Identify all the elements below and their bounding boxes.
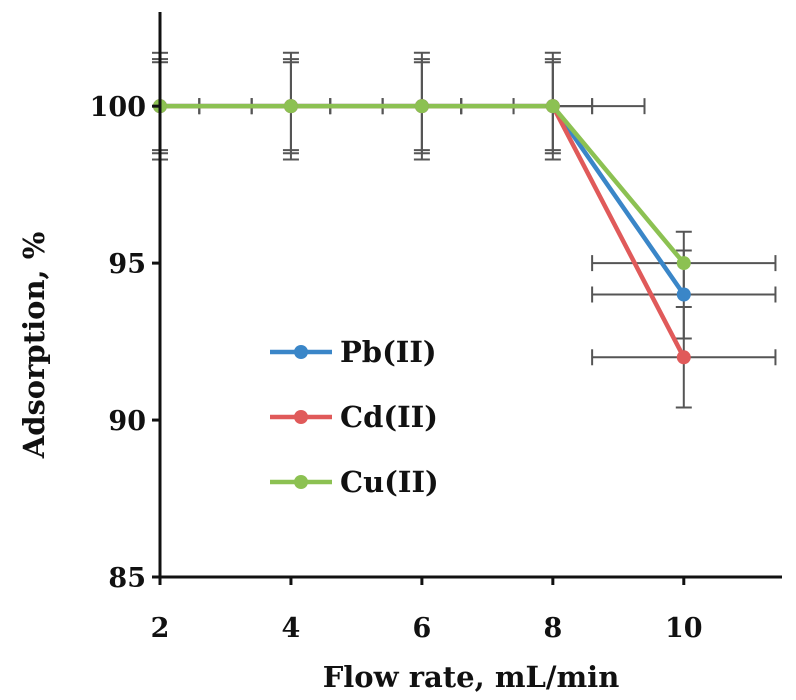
cd-ii-point-10: [676, 350, 691, 365]
cu-ii-point-10: [676, 256, 691, 271]
legend-item-pb-ii: Pb(II): [270, 335, 437, 369]
ticks-layer: 85 90 95 100 2 4 6 8 10: [90, 92, 703, 644]
y-tick-label-90: 90: [108, 406, 146, 437]
legend: Pb(II) Cd(II) Cu(II): [270, 335, 439, 499]
x-tick-label-8: 8: [543, 613, 562, 644]
cu-ii-point-4: [283, 99, 298, 114]
y-axis-title: Adsorption, %: [17, 232, 51, 460]
x-tick-label-10: 10: [665, 613, 703, 644]
legend-label-pb-ii: Pb(II): [340, 335, 437, 369]
cu-ii-point-8: [545, 99, 560, 114]
x-tick-label-4: 4: [282, 613, 301, 644]
legend-marker-pb-ii: [294, 345, 308, 359]
cu-ii-point-6: [414, 99, 429, 114]
legend-label-cu-ii: Cu(II): [340, 465, 439, 499]
pb-ii-point-10: [676, 287, 691, 302]
x-tick-label-2: 2: [151, 613, 170, 644]
data-points-layer: [153, 99, 691, 365]
y-tick-label-85: 85: [108, 563, 146, 594]
y-tick-label-95: 95: [108, 249, 146, 280]
legend-item-cu-ii: Cu(II): [270, 465, 439, 499]
legend-marker-cd-ii: [294, 410, 308, 424]
legend-item-cd-ii: Cd(II): [270, 400, 438, 434]
y-tick-label-100: 100: [90, 92, 146, 123]
legend-label-cd-ii: Cd(II): [340, 400, 438, 434]
legend-marker-cu-ii: [294, 475, 308, 489]
x-tick-label-6: 6: [412, 613, 431, 644]
x-axis-title: Flow rate, mL/min: [323, 660, 620, 694]
